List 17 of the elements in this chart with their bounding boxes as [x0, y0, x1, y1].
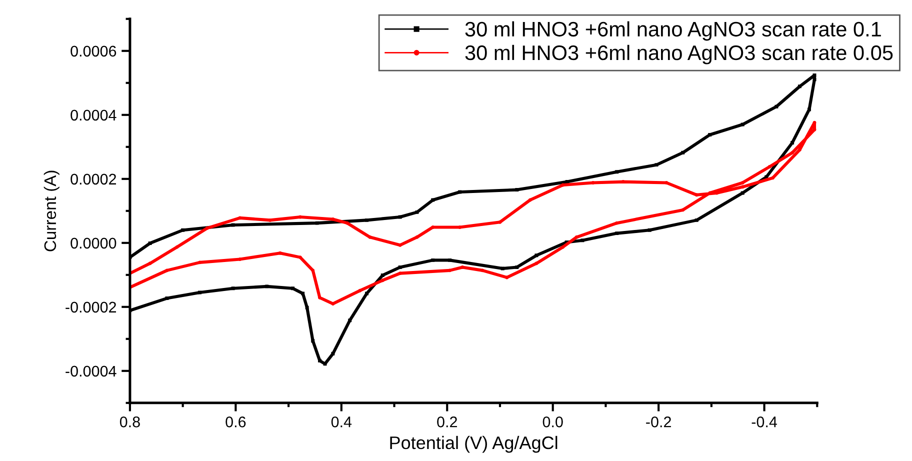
- y-tick-label: -0.0002: [66, 302, 116, 313]
- x-tick-label: 0.4: [331, 416, 352, 428]
- legend-label: 30 ml HNO3 +6ml nano AgNO3 scan rate 0.05: [465, 44, 893, 64]
- y-tick-label: 0.0006: [70, 46, 116, 57]
- legend-label: 30 ml HNO3 +6ml nano AgNO3 scan rate 0.1: [465, 21, 881, 41]
- x-axis-title: Potential (V) Ag/AgCl: [390, 436, 558, 453]
- y-tick-label: 0.0004: [70, 110, 116, 121]
- y-tick-label: 0.0002: [70, 174, 116, 185]
- x-tick-label: 0.8: [120, 416, 140, 428]
- x-tick-label: -0.2: [646, 416, 671, 428]
- y-axis-title: Current (A): [44, 170, 60, 252]
- y-tick-label: 0.0000: [70, 238, 116, 249]
- x-tick-label: 0.0: [542, 416, 563, 428]
- x-tick-label: -0.4: [752, 416, 778, 428]
- x-tick-label: 0.2: [437, 416, 457, 428]
- x-tick-label: 0.6: [226, 416, 246, 428]
- y-tick-label: -0.0004: [66, 366, 116, 377]
